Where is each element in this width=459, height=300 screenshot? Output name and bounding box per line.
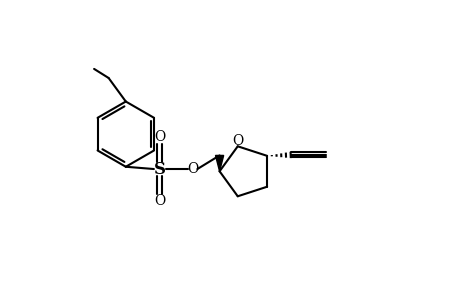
Text: O: O bbox=[154, 130, 165, 144]
Text: O: O bbox=[232, 134, 243, 148]
Text: O: O bbox=[154, 194, 165, 208]
Text: O: O bbox=[187, 162, 198, 176]
Text: S: S bbox=[153, 160, 165, 178]
Polygon shape bbox=[215, 155, 223, 171]
